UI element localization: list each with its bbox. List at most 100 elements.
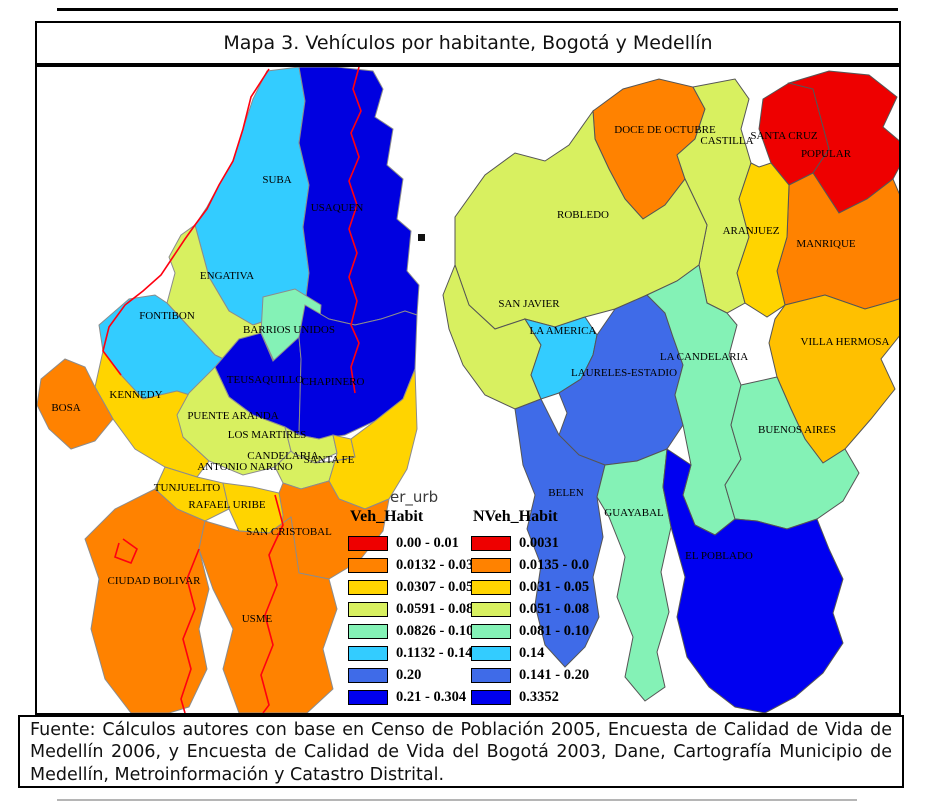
region-label-buenos-aires: BUENOS AIRES	[758, 424, 836, 436]
region-bosa	[37, 358, 114, 450]
region-label-puente-aranda: PUENTE ARANDA	[187, 410, 278, 422]
region-label-villa-hermosa: VILLA HERMOSA	[801, 336, 890, 348]
region-label-ciudad-bolivar: CIUDAD BOLIVAR	[108, 575, 202, 587]
region-label-tunjuelito: TUNJUELITO	[154, 482, 220, 494]
legend-item-label: 0.3352	[519, 688, 559, 705]
figure-source-box: Fuente: Cálculos autores con base en Cen…	[18, 715, 904, 788]
region-label-laureles-estadio: LAURELES-ESTADIO	[571, 367, 677, 379]
legend-item: 0.0132 - 0.03	[348, 554, 473, 576]
region-label-candelaria: CANDELARIA	[247, 450, 319, 462]
legend-swatch	[471, 601, 511, 617]
region-usme	[198, 516, 338, 713]
bogota-labels: SUBA USAQUEN ENGATIVA FONTIBON BARRIOS U…	[51, 174, 364, 625]
legend-item: 0.1132 - 0.14	[348, 642, 473, 664]
legend-swatch	[348, 557, 388, 573]
legend-item-label: 0.0826 - 0.10	[396, 622, 474, 639]
region-label-popular: POPULAR	[801, 148, 852, 160]
region-label-san-javier: SAN JAVIER	[498, 298, 560, 310]
legend-item: 0.081 - 0.10	[471, 620, 589, 642]
medellin-map	[442, 70, 899, 713]
legend-swatch	[471, 623, 511, 639]
region-label-engativa: ENGATIVA	[200, 270, 254, 282]
legend-item: 0.0591 - 0.08	[348, 598, 473, 620]
region-buenos-aires	[724, 376, 860, 530]
urban-perimeter-line	[114, 538, 138, 565]
legend-item-label: 0.051 - 0.08	[519, 600, 590, 617]
legend-swatch	[471, 557, 511, 573]
urban-perimeter-line	[260, 494, 284, 713]
legend-item-label: 0.0135 - 0.0	[519, 556, 590, 573]
region-castilla	[676, 78, 752, 314]
legend-item-label: 0.0307 - 0.05	[396, 578, 474, 595]
region-el-poblado	[662, 448, 844, 713]
figure-title: Mapa 3. Vehículos por habitante, Bogotá …	[223, 32, 713, 54]
region-label-la-america: LA AMERICA	[530, 325, 597, 337]
region-label-usaquen: USAQUEN	[311, 202, 364, 214]
region-label-bosa: BOSA	[51, 402, 80, 414]
region-label-teusaquillo: TEUSAQUILLO	[227, 374, 303, 386]
region-label-fontibon: FONTIBON	[139, 310, 195, 322]
legend-item-label: 0.0031	[519, 534, 559, 551]
legend-item: 0.14	[471, 642, 589, 664]
legend-swatch	[348, 579, 388, 595]
legend-item-label: 0.14	[519, 644, 545, 661]
legend-item: 0.0826 - 0.10	[348, 620, 473, 642]
legend-item-label: 0.1132 - 0.14	[396, 644, 473, 661]
legend-swatch	[348, 689, 388, 705]
legend-swatch	[471, 667, 511, 683]
legend-item: 0.0031	[471, 532, 589, 554]
legend-item: 0.141 - 0.20	[471, 664, 589, 686]
legend-swatch	[348, 667, 388, 683]
legend-swatch	[471, 535, 511, 551]
legend-item: 0.051 - 0.08	[471, 598, 589, 620]
region-label-robledo: ROBLEDO	[557, 209, 609, 221]
legend-medellin: NVeh_Habit 0.0031 0.0135 - 0.0 0.031 - 0…	[471, 508, 589, 708]
region-label-doce-de-octubre: DOCE DE OCTUBRE	[614, 124, 716, 136]
legend-item-label: 0.00 - 0.01	[396, 534, 459, 551]
legend-swatch	[348, 623, 388, 639]
region-label-guayabal: GUAYABAL	[604, 507, 664, 519]
legend-swatch	[471, 689, 511, 705]
top-border-rule	[57, 8, 898, 11]
figure-source-text: Fuente: Cálculos autores con base en Cen…	[30, 720, 892, 785]
region-guayabal	[596, 448, 672, 702]
legend-item-label: 0.21 - 0.304	[396, 688, 467, 705]
region-label-kennedy: KENNEDY	[109, 389, 162, 401]
legend-medellin-title: NVeh_Habit	[473, 508, 558, 525]
region-label-el-poblado: EL POBLADO	[685, 550, 753, 562]
legend-swatch	[471, 645, 511, 661]
legend-item: 0.20	[348, 664, 473, 686]
region-label-aranjuez: ARANJUEZ	[723, 225, 780, 237]
legend-swatch	[471, 579, 511, 595]
region-ciudad-bolivar	[84, 488, 210, 713]
legend-bogota-title: Veh_Habit	[350, 508, 424, 525]
legend-item-label: 0.0591 - 0.08	[396, 600, 474, 617]
legend-swatch	[348, 601, 388, 617]
region-label-santa-fe: SANTA FE	[304, 454, 355, 466]
legend-item-label: 0.0132 - 0.03	[396, 556, 474, 573]
region-label-los-martires: LOS MARTIRES	[228, 429, 307, 441]
region-label-chapinero: CHAPINERO	[302, 376, 365, 388]
region-label-castilla: CASTILLA	[700, 135, 753, 147]
legend-item: 0.00 - 0.01	[348, 532, 473, 554]
bogota-map	[37, 67, 420, 713]
map-panel: SUBA USAQUEN ENGATIVA FONTIBON BARRIOS U…	[35, 65, 901, 715]
region-label-santa-cruz: SANTA CRUZ	[750, 130, 818, 142]
figure-title-box: Mapa 3. Vehículos por habitante, Bogotá …	[35, 21, 901, 65]
urban-perimeter-line	[348, 67, 362, 394]
urban-perimeter-line	[180, 548, 200, 713]
legend-layer-partial-label: er_urb	[390, 488, 439, 506]
region-usaquen	[298, 67, 420, 326]
region-label-belen: BELEN	[548, 487, 583, 499]
region-label-barrios-unidos: BARRIOS UNIDOS	[243, 324, 335, 336]
region-label-antonio-narino: ANTONIO NARINO	[197, 461, 292, 473]
legend-swatch	[348, 535, 388, 551]
legend-item: 0.0135 - 0.0	[471, 554, 589, 576]
urban-perimeter-line	[102, 68, 270, 376]
medellin-labels: DOCE DE OCTUBRE CASTILLA SANTA CRUZ POPU…	[498, 124, 889, 562]
legend-item: 0.0307 - 0.05	[348, 576, 473, 598]
legend-item-label: 0.20	[396, 666, 422, 683]
region-belen	[514, 398, 606, 668]
region-villa-hermosa	[768, 294, 899, 464]
